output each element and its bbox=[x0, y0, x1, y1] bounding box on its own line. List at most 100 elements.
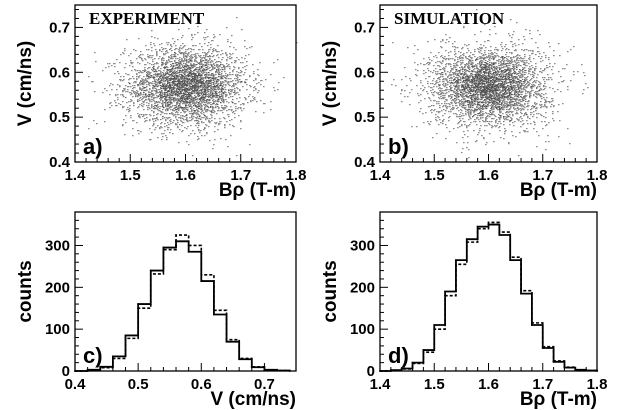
x-axis-label: V (cm/ns) bbox=[210, 389, 296, 410]
data-point-dashed bbox=[162, 248, 165, 251]
data-point-dashed bbox=[200, 273, 203, 276]
data-point-dashed bbox=[520, 289, 522, 292]
data-point-dashed bbox=[455, 263, 457, 266]
data-point-dashed bbox=[175, 234, 177, 236]
data-point-dashed bbox=[111, 357, 114, 360]
x-tick-label: 1.8 bbox=[587, 167, 608, 184]
data-point-dashed bbox=[213, 309, 215, 312]
data-point-dashed bbox=[411, 362, 414, 365]
data-point-solid bbox=[476, 225, 479, 228]
data-point-solid bbox=[137, 303, 140, 305]
series-dashed bbox=[380, 221, 598, 372]
data-point-solid bbox=[541, 347, 544, 349]
data-point-dashed bbox=[541, 345, 544, 348]
y-tick-label: 0.4 bbox=[354, 154, 376, 171]
scatter-density bbox=[88, 17, 298, 157]
x-tick-label: 1.8 bbox=[587, 376, 608, 393]
y-tick-label: 0.6 bbox=[49, 64, 70, 81]
data-point-solid bbox=[531, 324, 533, 326]
data-point-solid bbox=[444, 290, 446, 293]
x-axis-label: Bρ (T-m) bbox=[520, 389, 597, 410]
x-tick-label: 1.7 bbox=[532, 167, 553, 184]
data-point-solid bbox=[111, 355, 114, 358]
scatter-points bbox=[391, 9, 589, 159]
plot-frame bbox=[74, 211, 297, 372]
x-tick-label: 0.4 bbox=[65, 376, 87, 393]
data-point-dashed bbox=[498, 231, 501, 233]
series-dashed bbox=[75, 234, 291, 372]
panel-label: c) bbox=[83, 343, 103, 368]
y-tick-label: 200 bbox=[350, 279, 375, 296]
x-tick-label: 0.5 bbox=[128, 376, 149, 393]
data-point-dashed bbox=[552, 360, 555, 362]
panel-c: 0.4 0.5 0.6 0.7 0 100 200 300 V (cm/ns) counts c) bbox=[15, 211, 297, 410]
scatter-core bbox=[431, 56, 548, 123]
panel-a: 1.4 1.5 1.6 1.7 1.8 0.4 0.5 0.6 0.7 Bρ (T-m) V (cm… bbox=[15, 4, 307, 201]
panel-b: 1.4 1.5 1.6 1.7 1.8 0.4 0.5 0.6 0.7 Bρ (T-m) V (cm… bbox=[320, 4, 608, 201]
data-point-solid bbox=[509, 259, 512, 262]
data-point-dashed bbox=[509, 256, 512, 259]
data-point-solid bbox=[498, 234, 501, 236]
x-tick-label: 1.8 bbox=[286, 167, 307, 184]
x-tick-label: 1.5 bbox=[424, 167, 445, 184]
y-tick-label: 0.7 bbox=[49, 19, 70, 36]
x-tick-label: 1.6 bbox=[175, 167, 196, 184]
data-point-solid bbox=[225, 340, 228, 343]
data-point-solid bbox=[162, 246, 165, 249]
data-point-solid bbox=[200, 280, 203, 282]
x-tick-label: 1.4 bbox=[370, 376, 392, 393]
y-tick-label: 0.5 bbox=[354, 109, 375, 126]
data-point-dashed bbox=[137, 307, 140, 310]
x-tick-label: 1.4 bbox=[370, 167, 392, 184]
x-tick-label: 1.5 bbox=[120, 167, 141, 184]
data-point-solid bbox=[149, 269, 152, 272]
y-tick-label: 100 bbox=[350, 321, 375, 338]
x-tick-label: 0.7 bbox=[254, 376, 275, 393]
y-tick-label: 0 bbox=[367, 363, 375, 380]
data-point-solid bbox=[124, 334, 127, 337]
x-tick-label: 1.5 bbox=[424, 376, 445, 393]
data-point-dashed bbox=[487, 221, 490, 224]
y-axis-label: V (cm/ns) bbox=[15, 41, 36, 127]
x-tick-label: 1.6 bbox=[478, 376, 499, 393]
x-tick-label: 1.6 bbox=[478, 167, 499, 184]
scatter-core bbox=[120, 49, 247, 130]
panel-label: a) bbox=[83, 134, 103, 159]
data-point-dashed bbox=[433, 328, 436, 331]
data-point-dashed bbox=[531, 321, 533, 324]
y-axis-label: V (cm/ns) bbox=[320, 41, 341, 127]
y-tick-label: 200 bbox=[45, 279, 70, 296]
data-point-dashed bbox=[476, 227, 479, 230]
data-point-solid bbox=[422, 349, 425, 351]
y-axis-label: counts bbox=[15, 260, 36, 322]
x-axis-label: Bρ (T-m) bbox=[520, 180, 597, 201]
y-tick-label: 0.4 bbox=[49, 154, 71, 171]
data-point-dashed bbox=[124, 337, 127, 340]
y-tick-label: 0.6 bbox=[354, 64, 375, 81]
data-point-solid bbox=[187, 250, 190, 253]
x-tick-label: 0.6 bbox=[191, 376, 212, 393]
data-point-dashed bbox=[187, 244, 190, 247]
data-point-dashed bbox=[149, 273, 152, 275]
data-point-dashed bbox=[465, 241, 468, 244]
y-tick-label: 0 bbox=[62, 363, 70, 380]
panel-label: d) bbox=[388, 343, 409, 368]
x-tick-label: 1.4 bbox=[65, 167, 87, 184]
plot-frame bbox=[379, 211, 598, 372]
data-point-solid bbox=[455, 259, 457, 262]
data-point-dashed bbox=[444, 294, 446, 297]
scatter-density bbox=[391, 9, 589, 159]
data-point-solid bbox=[213, 313, 215, 316]
panel-title: EXPERIMENT bbox=[89, 9, 205, 28]
panel-title: SIMULATION bbox=[394, 9, 505, 28]
data-point-solid bbox=[520, 292, 522, 295]
panel-label: b) bbox=[388, 134, 409, 159]
y-tick-label: 300 bbox=[45, 237, 70, 254]
panel-d: 1.4 1.5 1.6 1.7 1.8 0 100 200 300 Bρ (T-m) counts d… bbox=[320, 211, 608, 410]
x-tick-label: 1.7 bbox=[532, 376, 553, 393]
data-point-dashed bbox=[238, 357, 241, 360]
y-tick-label: 0.5 bbox=[49, 109, 70, 126]
y-tick-label: 0.7 bbox=[354, 19, 375, 36]
series-solid bbox=[75, 240, 291, 372]
